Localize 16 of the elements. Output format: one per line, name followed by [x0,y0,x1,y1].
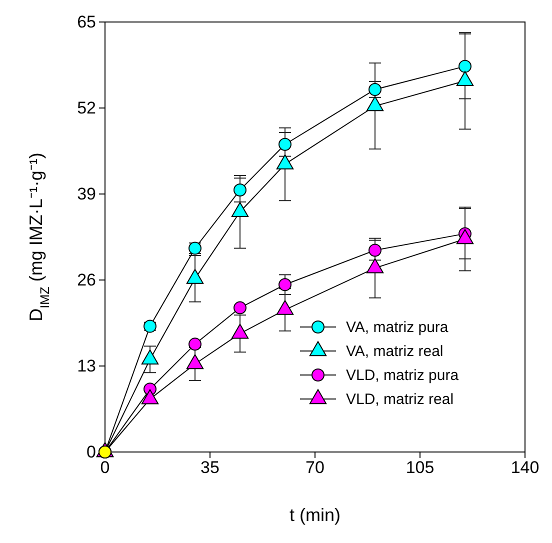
y-tick-label: 65 [77,12,96,32]
x-axis-title: t (min) [290,505,340,525]
y-tick-label: 26 [77,270,96,290]
x-tick-label: 70 [306,458,324,478]
x-tick-label: 0 [100,458,110,478]
legend-label: VLD, matriz pura [346,367,460,384]
legend-label: VA, matriz real [346,343,444,360]
legend-label: VA, matriz pura [346,319,449,336]
y-tick-label: 52 [77,98,96,118]
y-tick-label: 13 [77,356,96,376]
x-tick-label: 105 [406,458,434,478]
x-tick-label: 35 [200,458,220,478]
y-tick-label: 39 [77,184,96,204]
y-tick-label: 0 [86,442,96,462]
legend-label: VLD, matriz real [346,391,454,408]
x-tick-label: 140 [510,458,540,478]
